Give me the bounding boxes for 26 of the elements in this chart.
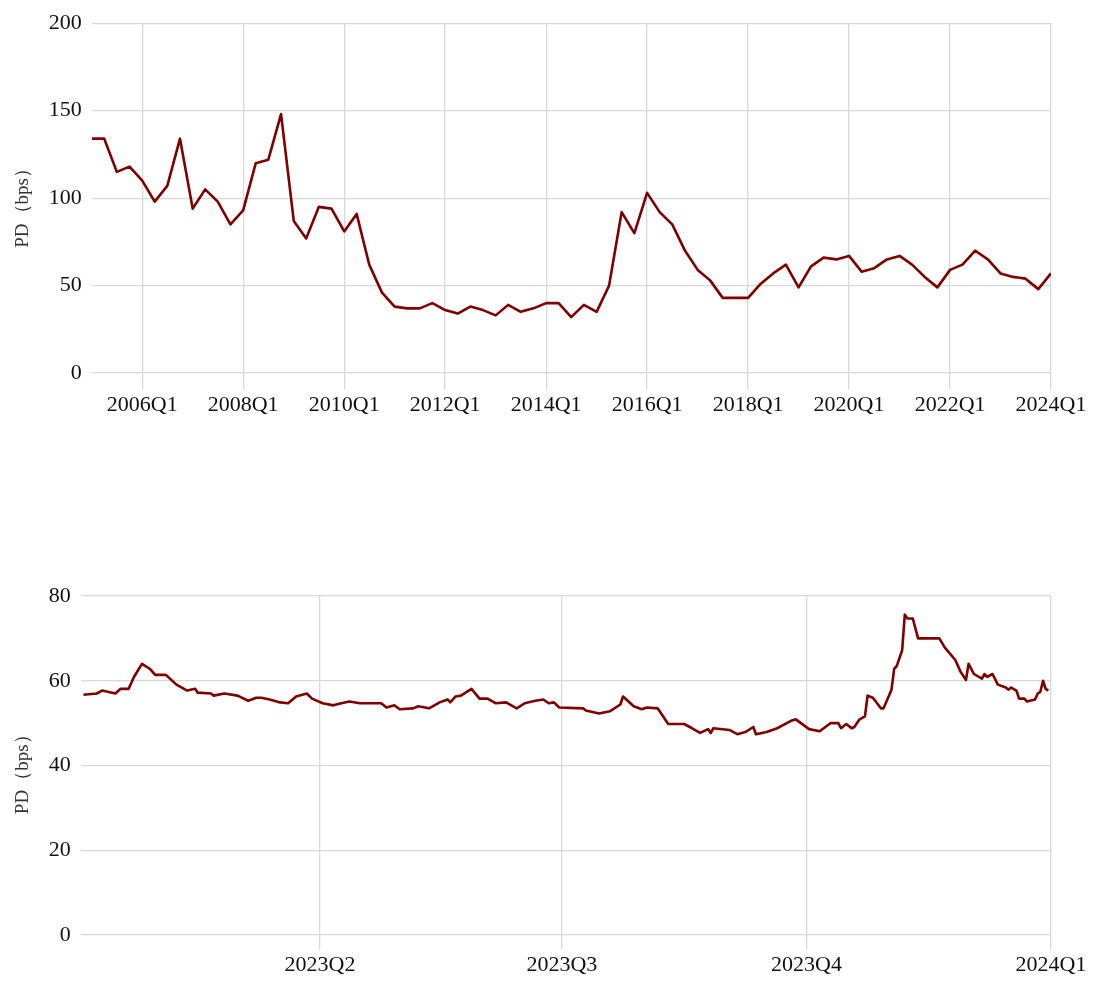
x-tick-label: 2018Q1 [712,390,784,416]
x-tick-label: 2023Q4 [771,950,842,976]
y-axis-title: PD（bps） [11,725,33,815]
x-tick-label: 2024Q1 [1015,390,1087,416]
y-tick-label: 100 [48,183,82,209]
y-tick-label: 0 [70,358,82,384]
y-tick-label: 50 [59,271,82,297]
x-tick-label: 2023Q3 [526,950,598,976]
x-tick-label: 2014Q1 [510,390,582,416]
y-tick-label: 150 [48,96,82,122]
x-tick-label: 2022Q1 [914,390,986,416]
y-tick-label: 60 [48,666,71,692]
y-tick-label: 40 [48,751,71,777]
y-tick-label: 200 [48,8,82,34]
y-axis-title: PD（bps） [11,159,33,248]
x-tick-label: 2012Q1 [409,390,481,416]
x-tick-label: 2020Q1 [813,390,885,416]
x-tick-label: 2010Q1 [308,390,380,416]
y-tick-label: 20 [48,836,71,862]
y-tick-label: 0 [59,920,71,946]
x-tick-label: 2016Q1 [611,390,683,416]
x-tick-label: 2024Q1 [1015,950,1087,976]
x-tick-label: 2008Q1 [207,390,279,416]
x-tick-label: 2006Q1 [106,390,178,416]
y-tick-label: 80 [48,581,71,607]
x-tick-label: 2023Q2 [284,950,356,976]
